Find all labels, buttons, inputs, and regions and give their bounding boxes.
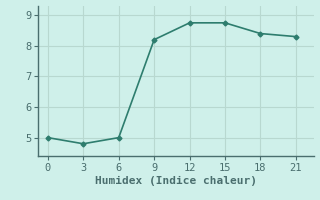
- X-axis label: Humidex (Indice chaleur): Humidex (Indice chaleur): [95, 176, 257, 186]
